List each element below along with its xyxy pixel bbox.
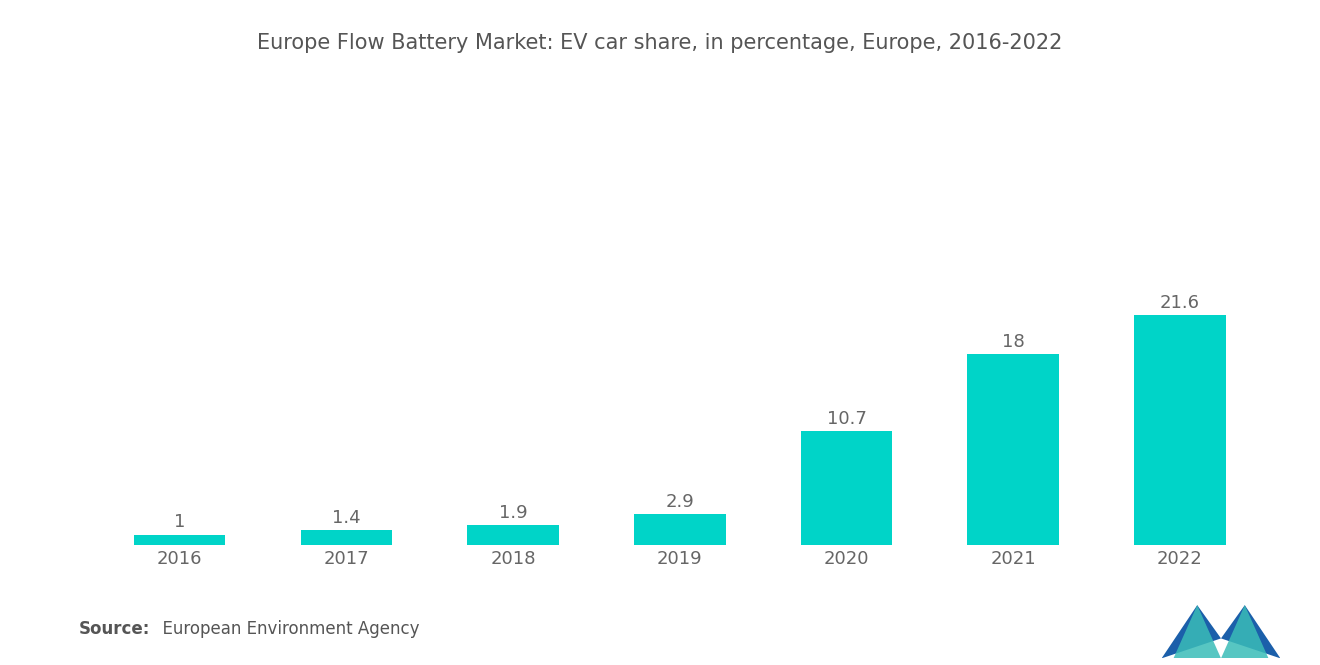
Bar: [1134, 315, 1226, 545]
Text: 21.6: 21.6: [1160, 295, 1200, 313]
Text: 2.9: 2.9: [665, 493, 694, 511]
Text: European Environment Agency: European Environment Agency: [152, 620, 420, 638]
Polygon shape: [1221, 605, 1280, 658]
Bar: [301, 531, 392, 545]
Text: Europe Flow Battery Market: EV car share, in percentage, Europe, 2016-2022: Europe Flow Battery Market: EV car share…: [257, 33, 1063, 53]
Bar: [801, 432, 892, 545]
Polygon shape: [1162, 605, 1221, 658]
Bar: [968, 354, 1059, 545]
Text: 1.9: 1.9: [499, 504, 528, 522]
Text: Source:: Source:: [79, 620, 150, 638]
Bar: [133, 535, 226, 545]
Text: 18: 18: [1002, 332, 1024, 350]
Bar: [634, 515, 726, 545]
Polygon shape: [1173, 605, 1221, 658]
Text: 10.7: 10.7: [826, 410, 866, 428]
Polygon shape: [1221, 605, 1269, 658]
Text: 1.4: 1.4: [333, 509, 360, 527]
Text: 1: 1: [174, 513, 185, 531]
Bar: [467, 525, 558, 545]
